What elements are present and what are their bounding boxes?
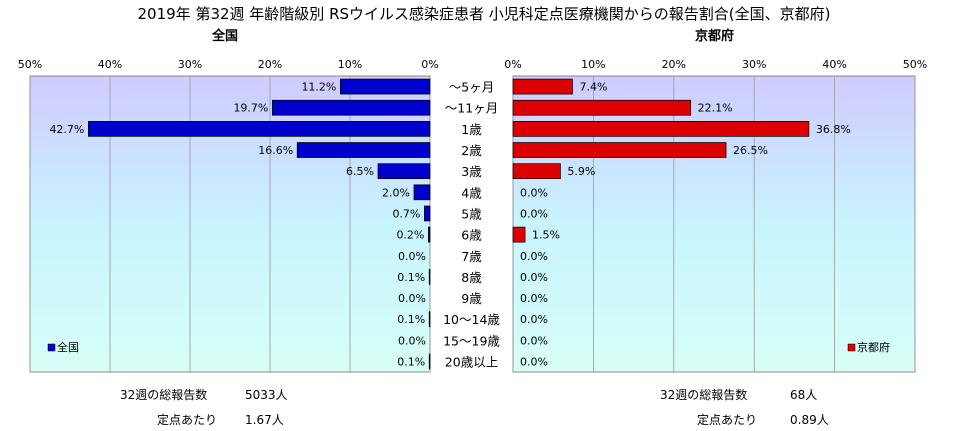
tick-label-left: 40%	[98, 58, 122, 71]
bar-left	[428, 311, 431, 328]
data-label-left: 0.1%	[397, 313, 425, 326]
data-label-right: 22.1%	[698, 102, 733, 115]
bar-left	[424, 205, 431, 222]
bar-left	[340, 78, 431, 95]
bar-left	[272, 99, 431, 116]
tick-label-right: 50%	[903, 58, 927, 71]
data-label-left: 6.5%	[346, 165, 374, 178]
data-label-left: 19.7%	[233, 102, 268, 115]
legend-left: 全国	[47, 340, 79, 354]
category-label: 2歳	[461, 143, 482, 158]
category-label: 9歳	[461, 291, 482, 306]
right-total-value: 68人	[790, 388, 818, 402]
data-label-left: 0.0%	[398, 292, 426, 305]
data-label-right: 26.5%	[733, 144, 768, 157]
data-label-right: 0.0%	[520, 313, 548, 326]
data-label-right: 36.8%	[816, 123, 851, 136]
data-label-left: 42.7%	[49, 123, 84, 136]
category-label: 10～14歳	[443, 312, 500, 327]
data-label-right: 7.4%	[579, 81, 607, 94]
data-label-left: 0.2%	[396, 229, 424, 242]
bar-left	[413, 184, 431, 201]
data-label-left: 0.1%	[397, 356, 425, 369]
bar-left	[428, 269, 431, 285]
right-per-value: 0.89人	[790, 413, 829, 427]
left-panel-title: 全国	[212, 29, 239, 44]
bar-right	[512, 142, 727, 158]
category-label: ～5ヶ月	[449, 80, 494, 95]
category-label: 7歳	[461, 249, 482, 264]
data-label-left: 0.1%	[397, 271, 425, 284]
category-label: ～11ヶ月	[445, 101, 498, 116]
bar-left	[296, 142, 431, 158]
left-per-label: 定点あたり	[157, 413, 218, 427]
data-label-right: 0.0%	[520, 356, 548, 369]
category-label: 20歳以上	[445, 355, 498, 370]
tick-label-left: 50%	[18, 58, 42, 71]
tick-label-right: 40%	[822, 58, 846, 71]
category-label: 5歳	[461, 206, 482, 221]
data-label-left: 0.0%	[398, 250, 426, 263]
right-plot-area	[512, 75, 916, 373]
tick-label-left: 20%	[258, 58, 282, 71]
category-label: 1歳	[461, 122, 482, 137]
data-label-left: 0.7%	[392, 207, 420, 220]
tick-label-left: 10%	[338, 58, 362, 71]
category-label: 8歳	[461, 270, 482, 285]
bar-left	[88, 121, 431, 137]
data-label-right: 1.5%	[532, 229, 560, 242]
data-label-right: 0.0%	[520, 271, 548, 284]
bar-left	[428, 353, 431, 370]
bar-left	[377, 163, 431, 180]
data-label-left: 16.6%	[258, 144, 293, 157]
data-label-right: 0.0%	[520, 186, 548, 199]
bar-right	[512, 99, 692, 116]
chart-title: 2019年 第32週 年齢階級別 RSウイルス感染症患者 小児科定点医療機関から…	[137, 5, 831, 23]
category-label: 3歳	[461, 164, 482, 179]
tick-label-right: 10%	[581, 58, 605, 71]
bar-left	[428, 226, 431, 243]
right-panel-title: 京都府	[695, 29, 735, 44]
data-label-right: 0.0%	[520, 207, 548, 220]
bar-right	[512, 226, 526, 243]
right-total-label: 32週の総報告数	[660, 388, 748, 402]
legend-left-label: 全国	[57, 340, 79, 354]
bar-right	[512, 121, 810, 137]
left-per-value: 1.67人	[245, 413, 284, 427]
data-label-right: 0.0%	[520, 334, 548, 347]
data-label-left: 11.2%	[301, 81, 336, 94]
left-plot-area	[29, 75, 431, 373]
legend-right-swatch	[847, 343, 856, 352]
legend-right-label: 京都府	[857, 340, 890, 354]
legend-right: 京都府	[847, 340, 890, 354]
bar-right	[512, 163, 561, 180]
data-label-right: 5.9%	[567, 165, 595, 178]
category-label: 15～19歳	[443, 333, 500, 348]
data-label-right: 0.0%	[520, 292, 548, 305]
tick-label-left: 30%	[178, 58, 202, 71]
data-label-left: 2.0%	[382, 186, 410, 199]
legend-left-swatch	[47, 343, 56, 352]
category-label: 6歳	[461, 228, 482, 243]
right-per-label: 定点あたり	[697, 413, 758, 427]
tick-label-left: 0%	[421, 58, 438, 71]
tick-label-right: 30%	[742, 58, 766, 71]
tick-label-right: 20%	[662, 58, 686, 71]
category-label: 4歳	[461, 185, 482, 200]
bar-right	[512, 78, 573, 95]
left-total-label: 32週の総報告数	[120, 388, 208, 402]
data-label-left: 0.0%	[398, 334, 426, 347]
left-total-value: 5033人	[245, 388, 288, 402]
tick-label-right: 0%	[504, 58, 521, 71]
data-label-right: 0.0%	[520, 250, 548, 263]
